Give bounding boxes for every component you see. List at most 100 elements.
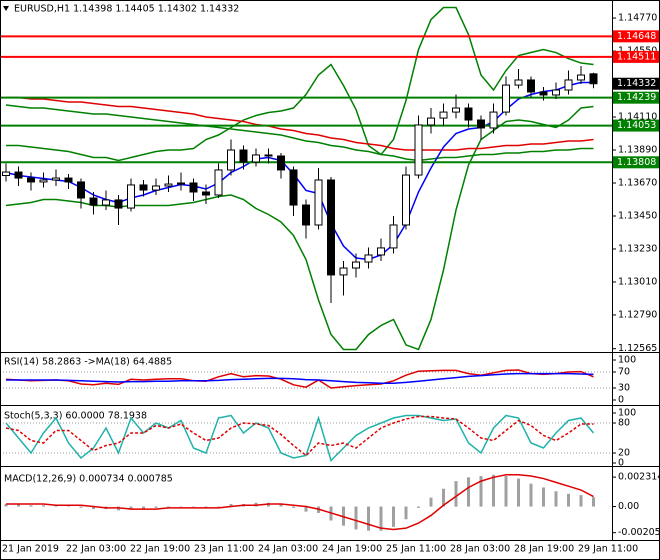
y-tick-label: 1.13450 <box>618 210 657 221</box>
candle-body <box>314 179 323 226</box>
price-box-label: 1.14648 <box>617 31 656 42</box>
candle-body <box>189 182 198 193</box>
panel-title: Stoch(5,3,3) 60.0000 78.1938 <box>4 411 147 422</box>
histogram-bar <box>92 506 95 510</box>
candle-body <box>214 169 223 196</box>
candle-body <box>352 261 360 269</box>
price-box <box>613 91 659 104</box>
y-tick-label: 100 <box>618 408 636 419</box>
price-box <box>613 156 659 169</box>
x-tick-label: 24 Jan 03:00 <box>258 544 318 555</box>
histogram-bar <box>592 497 595 507</box>
price-box-label: 1.14332 <box>617 78 656 89</box>
histogram-bar <box>4 504 8 507</box>
candle-body <box>27 177 35 183</box>
candle-body <box>2 171 10 177</box>
price-box <box>613 50 659 63</box>
candle-body <box>377 247 385 256</box>
candle-body <box>427 117 435 126</box>
candle-body <box>64 177 73 183</box>
candle-body <box>589 73 598 85</box>
x-tick-label: 24 Jan 19:00 <box>322 544 382 555</box>
y-tick-label: 1.12790 <box>618 309 657 320</box>
histogram-bar <box>379 506 383 531</box>
histogram-bar <box>517 478 520 507</box>
x-tick-label: 22 Jan 19:00 <box>130 544 190 555</box>
histogram-bar <box>542 487 545 507</box>
y-tick-label: 0 <box>618 395 624 406</box>
candle-body <box>477 119 485 129</box>
histogram-bar <box>479 476 483 507</box>
candle-body <box>514 79 523 86</box>
indicator-line <box>6 6 594 162</box>
candle-body <box>52 177 60 181</box>
candle-body <box>264 154 273 157</box>
price-box-label: 1.14239 <box>617 92 656 103</box>
y-tick-label: 20 <box>618 448 630 459</box>
candle-body <box>239 149 248 163</box>
histogram-bar <box>529 483 533 507</box>
histogram-bar <box>154 506 158 508</box>
candle-body <box>464 107 473 121</box>
candle-body <box>539 91 548 96</box>
candle-body <box>277 155 285 171</box>
y-tick-label: 80 <box>618 418 630 429</box>
candle-body <box>77 181 85 199</box>
candle-body <box>39 179 48 183</box>
candle-body <box>502 84 510 113</box>
candle-body <box>577 74 585 81</box>
histogram-bar <box>417 506 420 508</box>
candle-body <box>127 184 135 209</box>
panel: 0.002314 0.00 -0.002056 MACD(12,26,9) 0.000… <box>4 472 660 539</box>
y-tick-label: 1.13670 <box>618 177 657 188</box>
histogram-bar <box>17 504 20 507</box>
price-box-label: 1.13808 <box>617 157 656 168</box>
candle-body <box>114 199 123 209</box>
histogram-bar <box>79 506 83 508</box>
symbol-icon <box>3 6 9 11</box>
histogram-bar <box>354 506 358 530</box>
histogram-bar <box>467 477 470 507</box>
candle-body <box>402 174 410 226</box>
y-tick-label: 0 <box>618 458 624 469</box>
x-tick-label: 28 Jan 19:00 <box>514 544 574 555</box>
y-tick-label: 1.13010 <box>618 276 657 287</box>
histogram-bar <box>292 506 295 508</box>
histogram-bar <box>367 506 370 531</box>
candle-body <box>89 197 98 206</box>
candle-body <box>252 154 260 163</box>
indicator-line <box>6 96 594 151</box>
candle-body <box>489 111 498 129</box>
histogram-bar <box>579 495 583 507</box>
histogram-bar <box>29 505 33 507</box>
candle-body <box>552 89 560 96</box>
histogram-bar <box>42 505 45 507</box>
histogram-bar <box>279 504 283 507</box>
candle-body <box>177 182 185 185</box>
x-tick-label: 25 Jan 11:00 <box>386 544 446 555</box>
histogram-bar <box>229 504 233 507</box>
y-tick-label: 1.14770 <box>618 13 657 24</box>
candle-body <box>102 199 110 206</box>
indicator-line <box>5 369 594 389</box>
histogram-bar <box>129 506 133 510</box>
candle-body <box>164 183 173 187</box>
histogram-bar <box>492 474 495 507</box>
candle-body <box>364 254 373 263</box>
price-box <box>613 77 659 90</box>
histogram-bar <box>567 493 570 507</box>
candle-body <box>339 267 348 276</box>
indicator-line <box>6 474 594 531</box>
y-tick-label: 1.12565 <box>618 343 657 354</box>
y-tick-label: 1.13890 <box>618 145 657 156</box>
candle-body <box>139 184 148 191</box>
y-tick-label: 1.14110 <box>618 112 657 123</box>
histogram-bar <box>192 506 195 508</box>
candle-body <box>152 185 160 191</box>
histogram-bar <box>454 481 458 507</box>
candle-body <box>527 79 535 93</box>
price-box <box>613 119 659 132</box>
histogram-bar <box>429 497 433 507</box>
